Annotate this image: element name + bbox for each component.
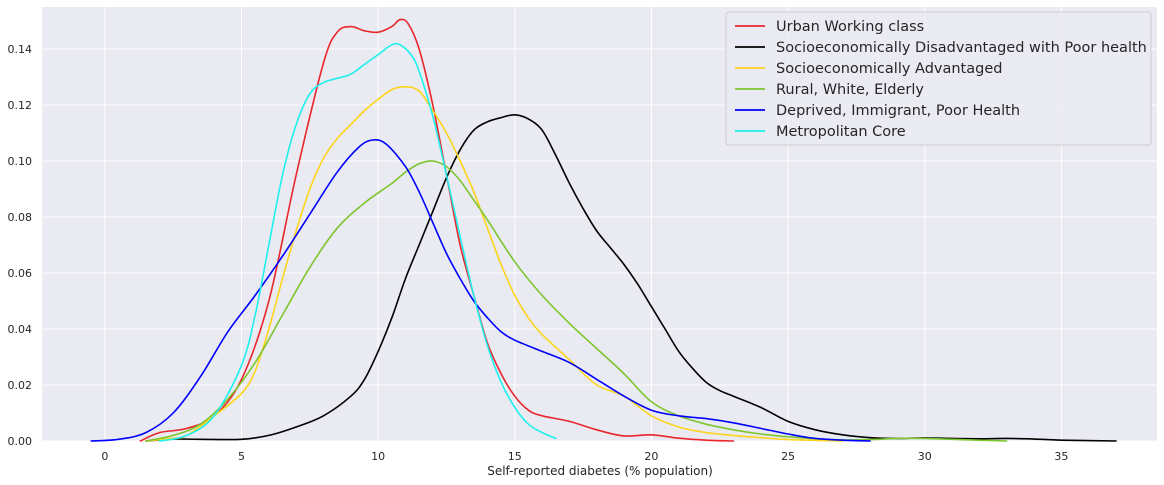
x-tick-label: 35: [1054, 450, 1068, 463]
y-tick-label: 0.04: [8, 323, 33, 336]
y-tick-label: 0.02: [8, 379, 33, 392]
x-tick-label: 0: [101, 450, 108, 463]
series-line-1: [139, 18, 735, 442]
series-line-5: [90, 139, 871, 442]
x-tick-label: 25: [781, 450, 795, 463]
y-tick-label: 0.00: [8, 435, 33, 448]
x-tick-label: 30: [918, 450, 932, 463]
legend-entry: Socioeconomically Advantaged: [776, 61, 1002, 77]
legend-entry: Urban Working class: [776, 19, 924, 35]
x-axis-label: Self-reported diabetes (% population): [487, 464, 713, 478]
x-tick-labels: 0 5 10 15 20 25 30 35: [101, 450, 1068, 463]
series-line-3: [145, 85, 844, 442]
legend-box: [725, 11, 1152, 146]
y-tick-labels: 0.00 0.02 0.04 0.06 0.08 0.10 0.12 0.14: [8, 43, 33, 448]
x-tick-label: 20: [644, 450, 658, 463]
x-tick-label: 5: [238, 450, 245, 463]
series-line-2: [145, 113, 1117, 442]
x-tick-label: 15: [508, 450, 522, 463]
y-tick-label: 0.06: [8, 267, 33, 280]
series-lines: [90, 18, 1117, 442]
y-tick-label: 0.14: [8, 43, 33, 56]
legend: Urban Working class Socioeconomically Dis…: [725, 11, 1152, 146]
legend-entry: Socioeconomically Disadvantaged with Poo…: [776, 40, 1147, 56]
y-tick-label: 0.08: [8, 211, 33, 224]
x-tick-label: 10: [371, 450, 385, 463]
y-tick-label: 0.10: [8, 155, 33, 168]
series-line-6: [158, 42, 557, 442]
legend-entry: Deprived, Immigrant, Poor Health: [776, 103, 1020, 119]
legend-entry: Metropolitan Core: [776, 124, 906, 140]
y-tick-label: 0.12: [8, 99, 33, 112]
legend-entry: Rural, White, Elderly: [776, 82, 924, 98]
